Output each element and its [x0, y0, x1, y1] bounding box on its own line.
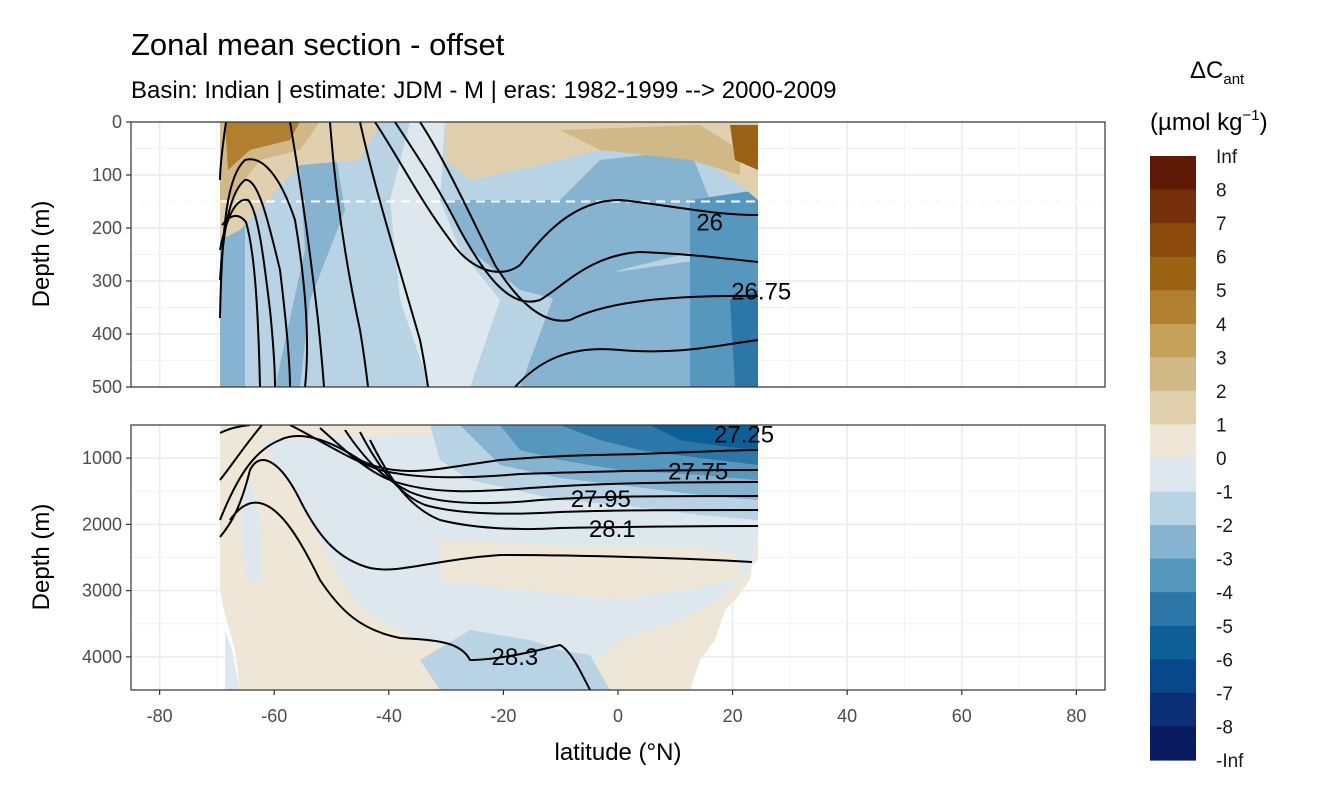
- legend-unit: (µmol kg−1): [1150, 107, 1268, 136]
- legend-break-label: 3: [1216, 348, 1227, 369]
- legend: ΔCant (µmol kg−1) Inf 8 7 6 5 4 3 2 1 0 -1 -2 -3 -4 -5…: [1150, 57, 1268, 772]
- legend-colorbar: [1150, 156, 1196, 761]
- y-tick-label: 0: [112, 112, 122, 132]
- legend-color-step: [1150, 156, 1196, 191]
- y-axis-label-upper: Depth (m): [28, 201, 55, 308]
- upper-fill-south-inner: [245, 160, 305, 387]
- legend-break-label: 1: [1216, 415, 1227, 436]
- isopycnal-label: 27.25: [714, 421, 774, 448]
- chart-title: Zonal mean section - offset: [131, 27, 505, 62]
- legend-color-step: [1150, 424, 1196, 459]
- isopycnal-label: 28.1: [589, 516, 636, 543]
- upper-fill-north-tan-mid: [560, 125, 740, 175]
- legend-color-step: [1150, 592, 1196, 627]
- upper-isopycnals: [219, 122, 759, 387]
- upper-fill-central-blue: [445, 150, 710, 300]
- y-tick-label: 400: [92, 324, 122, 344]
- legend-break-label: -1: [1216, 483, 1233, 504]
- x-tick-label: -40: [376, 706, 402, 726]
- y-tick-label: 2000: [82, 514, 122, 534]
- isopycnal-labels: 26 26.75 27.25 27.75 27.95 28.1 28.3: [492, 210, 792, 671]
- legend-break-label: 7: [1216, 214, 1227, 235]
- legend-color-step: [1150, 625, 1196, 660]
- lower-fill-south-edge: [225, 630, 240, 690]
- legend-color-step: [1150, 458, 1196, 493]
- legend-color-step: [1150, 357, 1196, 392]
- legend-break-label: -5: [1216, 617, 1233, 638]
- x-tick-label: 80: [1066, 706, 1086, 726]
- y-axis-label-lower: Depth (m): [28, 504, 55, 611]
- legend-break-label: 0: [1216, 449, 1227, 470]
- legend-break-label: 4: [1216, 315, 1227, 336]
- legend-title-sub: ant: [1223, 71, 1245, 88]
- y-tick-label: 1000: [82, 448, 122, 468]
- legend-color-step: [1150, 558, 1196, 593]
- legend-color-step: [1150, 189, 1196, 224]
- x-axis-ticks: -80 -60 -40 -20 0 20 40 60 80: [147, 690, 1086, 726]
- upper-panel-border: [130, 121, 1106, 388]
- legend-break-label: -6: [1216, 650, 1233, 671]
- legend-break-label: 8: [1216, 181, 1227, 202]
- lower-fill-deep-blue: [420, 630, 610, 690]
- legend-break-label: 5: [1216, 281, 1227, 302]
- legend-break-label: -4: [1216, 583, 1233, 604]
- y-tick-label: 200: [92, 218, 122, 238]
- legend-color-step: [1150, 256, 1196, 291]
- legend-break-label: -8: [1216, 717, 1233, 738]
- legend-break-label: -7: [1216, 684, 1233, 705]
- upper-fill-north-deepest: [730, 290, 758, 387]
- isopycnal-label: 26.75: [731, 279, 791, 306]
- x-tick-label: -20: [490, 706, 516, 726]
- y-tick-label: 4000: [82, 647, 122, 667]
- legend-title: ΔCant: [1190, 57, 1245, 88]
- legend-break-label: -Inf: [1216, 751, 1244, 772]
- lower-isopycnals: [219, 425, 759, 690]
- upper-y-ticks: 0 100 200 300 400 500: [92, 112, 131, 397]
- lower-y-ticks: 1000 2000 3000 4000: [82, 448, 131, 667]
- legend-color-step: [1150, 726, 1196, 761]
- y-tick-label: 100: [92, 165, 122, 185]
- legend-unit-main: (µmol kg: [1150, 109, 1243, 136]
- x-tick-label: 0: [613, 706, 623, 726]
- isopycnal-label: 26: [696, 210, 723, 237]
- upper-fill-central-light: [390, 122, 500, 387]
- legend-color-step: [1150, 525, 1196, 560]
- lower-panel: 1000 2000 3000 4000: [82, 424, 1106, 691]
- isopycnal-label: 27.75: [668, 458, 728, 485]
- x-tick-label: 60: [952, 706, 972, 726]
- legend-title-main: ΔC: [1190, 57, 1223, 84]
- legend-color-step: [1150, 223, 1196, 258]
- upper-fill-north-brown: [730, 125, 758, 170]
- y-tick-label: 3000: [82, 581, 122, 601]
- x-axis-label: latitude (°N): [555, 739, 682, 766]
- isopycnal-label: 27.95: [571, 486, 631, 513]
- legend-color-step: [1150, 692, 1196, 728]
- legend-color-step: [1150, 323, 1196, 358]
- x-tick-label: -80: [147, 706, 173, 726]
- legend-labels: Inf 8 7 6 5 4 3 2 1 0 -1 -2 -3 -4 -5 -6 -7 -8 -Inf: [1216, 147, 1244, 772]
- x-tick-label: 20: [723, 706, 743, 726]
- x-tick-label: 40: [837, 706, 857, 726]
- lower-fill-south-patch: [241, 480, 262, 584]
- upper-fill-south-brown: [225, 122, 300, 170]
- legend-break-label: Inf: [1216, 147, 1238, 168]
- legend-color-step: [1150, 390, 1196, 426]
- y-tick-label: 300: [92, 271, 122, 291]
- legend-break-label: 2: [1216, 382, 1227, 403]
- legend-break-label: 6: [1216, 248, 1227, 269]
- lower-fill-blue-5: [650, 425, 758, 450]
- legend-break-label: -3: [1216, 550, 1233, 571]
- isopycnal-label: 28.3: [492, 644, 539, 671]
- y-tick-label: 500: [92, 377, 122, 397]
- x-tick-label: -60: [261, 706, 287, 726]
- legend-color-step: [1150, 290, 1196, 325]
- chart-subtitle: Basin: Indian | estimate: JDM - M | eras…: [131, 77, 837, 104]
- legend-color-step: [1150, 659, 1196, 694]
- legend-color-step: [1150, 491, 1196, 526]
- upper-panel: 0 100 200 300 400 500: [92, 112, 1106, 397]
- legend-break-label: -2: [1216, 516, 1233, 537]
- legend-unit-end: ): [1260, 109, 1268, 136]
- legend-unit-sup: −1: [1243, 107, 1260, 124]
